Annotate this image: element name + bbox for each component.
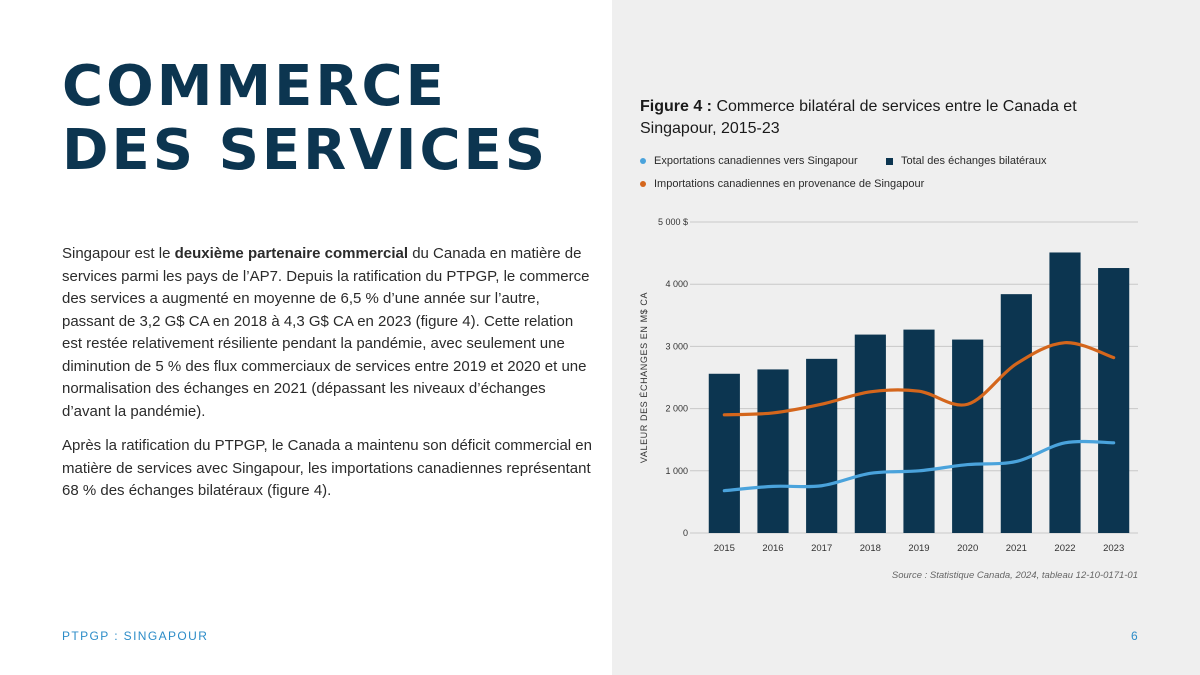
- bar-total-2023: [1098, 268, 1130, 533]
- x-tick-label-2015: 2015: [714, 543, 735, 554]
- legend-total: Total des échanges bilatéraux: [886, 155, 1047, 167]
- legend-imports: Importations canadiennes en provenance d…: [640, 178, 924, 190]
- paragraph-2: Après la ratification du PTPGP, le Canad…: [62, 437, 592, 499]
- legend-imports-label: Importations canadiennes en provenance d…: [654, 178, 925, 190]
- y-tick-label-1: 1 000: [665, 466, 688, 476]
- y-axis-label: VALEUR DES ÉCHANGES EN M$ CA: [639, 292, 649, 463]
- line-exports-point-2017: [820, 484, 823, 487]
- x-tick-label-2017: 2017: [811, 543, 832, 554]
- x-tick-label-2023: 2023: [1103, 543, 1124, 554]
- x-tick-label-2019: 2019: [908, 543, 929, 554]
- line-exports-point-2019: [917, 469, 921, 472]
- page-title: COMMERCE DES SERVICES: [62, 55, 548, 183]
- line-exports-point-2022: [1063, 441, 1067, 445]
- figure-label: Figure 4 :: [640, 98, 713, 115]
- x-tick-label-2016: 2016: [762, 543, 783, 554]
- x-tick-label-2020: 2020: [957, 543, 978, 554]
- bar-total-2018: [854, 334, 886, 533]
- bar-total-2022: [1049, 252, 1081, 533]
- line-imports-point-2020: [966, 403, 969, 406]
- y-tick-label-0: 0: [683, 528, 688, 538]
- page-number: 6: [1131, 629, 1138, 643]
- y-tick-label-2: 2 000: [665, 404, 688, 414]
- line-imports-point-2019: [917, 389, 921, 393]
- line-imports-point-2023: [1112, 356, 1115, 359]
- title-line-1: COMMERCE: [62, 54, 447, 119]
- line-exports-point-2021: [1015, 460, 1018, 463]
- legend-exports-swatch: [640, 158, 646, 164]
- line-imports-point-2015: [723, 413, 726, 417]
- bar-total-2021: [1000, 294, 1032, 533]
- line-imports-point-2018: [869, 390, 872, 394]
- bar-total-2016: [757, 369, 789, 533]
- line-imports-point-2016: [771, 411, 775, 415]
- bar-line-chart: 0 1 000 2 000 3 000 4 000 5 000 $ VALEUR DES É…: [639, 217, 1138, 554]
- title-line-2: DES SERVICES: [62, 118, 549, 183]
- figure-caption: Commerce bilatéral de services entre le …: [640, 98, 1077, 137]
- legend-total-label: Total des échanges bilatéraux: [901, 155, 1047, 167]
- legend-total-swatch: [886, 157, 893, 165]
- line-imports-point-2021: [1015, 362, 1018, 366]
- bar-total-2017: [806, 358, 838, 533]
- x-tick-label-2022: 2022: [1054, 543, 1075, 554]
- y-tick-label-5: 5 000 $: [658, 217, 688, 227]
- y-tick-label-4: 4 000: [665, 279, 688, 289]
- figure-title: Figure 4 : Commerce bilatéral de service…: [640, 96, 1120, 140]
- legend-exports-label: Exportations canadiennes vers Singapour: [654, 155, 858, 167]
- bar-total-2019: [903, 329, 935, 533]
- paragraph-1: Singapour est le deuxième partenaire com…: [62, 243, 592, 423]
- line-exports-point-2016: [771, 485, 775, 488]
- line-imports-point-2017: [820, 403, 823, 406]
- x-tick-label-2018: 2018: [860, 543, 881, 554]
- paragraph-1-rest: du Canada en matière de services parmi l…: [62, 245, 590, 420]
- footer-label: PTPGP : SINGAPOUR: [62, 629, 209, 643]
- legend-exports: Exportations canadiennes vers Singapour: [640, 155, 858, 167]
- body-text: Singapour est le deuxième partenaire com…: [62, 243, 592, 515]
- legend-imports-swatch: [640, 181, 646, 187]
- paragraph-1-start: Singapour est le: [62, 245, 175, 262]
- y-tick-label-3: 3 000: [665, 341, 688, 351]
- text-panel: [0, 0, 612, 675]
- x-tick-label-2021: 2021: [1006, 543, 1027, 554]
- figure-source: Source : Statistique Canada, 2024, table…: [891, 570, 1138, 581]
- line-exports-point-2015: [723, 489, 726, 492]
- line-exports-point-2023: [1112, 441, 1115, 445]
- line-exports-point-2020: [966, 463, 969, 466]
- bar-total-2015: [708, 373, 740, 533]
- bar-total-2020: [952, 339, 984, 533]
- paragraph-1-highlight: deuxième partenaire commercial: [174, 245, 409, 262]
- line-imports-point-2022: [1063, 341, 1067, 344]
- line-exports-point-2018: [869, 472, 872, 475]
